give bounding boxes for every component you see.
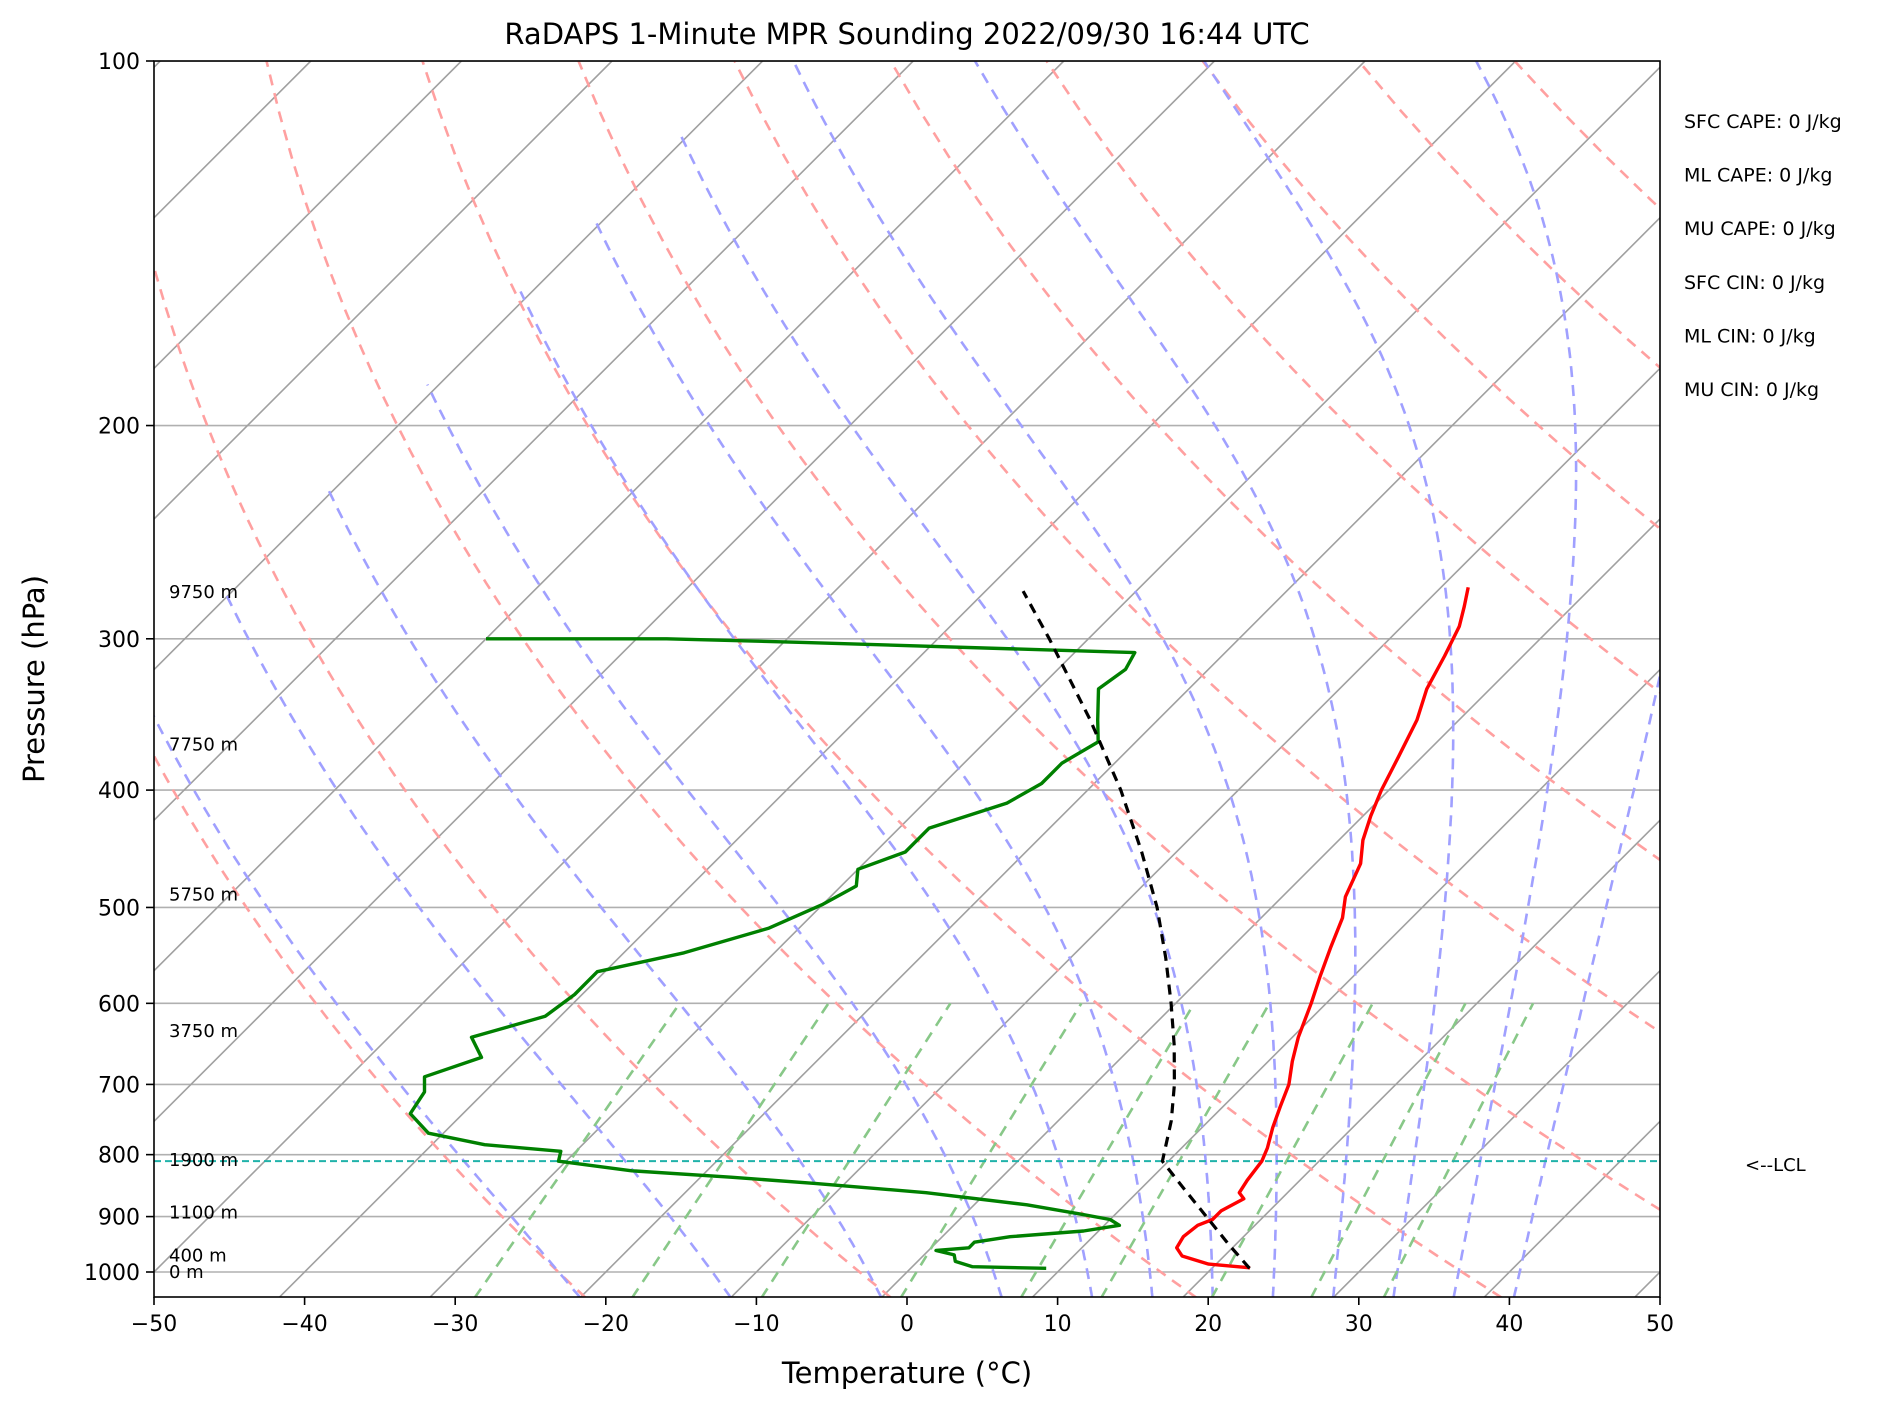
moist-adiabat-18 <box>593 218 1154 1297</box>
isotherm--50 <box>154 61 1366 1274</box>
x-tick-label: 30 <box>1345 1312 1373 1337</box>
mixing-ratio-1 <box>631 1002 830 1297</box>
x-axis-label: Temperature (°C) <box>781 1356 1032 1390</box>
mixing-ratio-7 <box>1019 1002 1196 1297</box>
isotherm--140 <box>0 61 10 1298</box>
height-label: 9750 m <box>169 582 238 603</box>
plot-area <box>0 61 1882 1298</box>
y-axis-label: Pressure (hPa) <box>17 575 51 783</box>
dry-adiabat-290 <box>265 61 1198 1297</box>
isotherm--60 <box>154 61 1215 1123</box>
dry-adiabat-490 <box>1827 61 1882 1298</box>
stability-index: ML CAPE: 0 J/kg <box>1684 165 1832 187</box>
y-tick-label: 700 <box>98 1073 140 1098</box>
stability-index: MU CIN: 0 J/kg <box>1684 379 1819 401</box>
isotherm--20 <box>579 216 1660 1297</box>
mixing-ratio-4 <box>899 1002 1083 1297</box>
height-label: 7750 m <box>169 734 238 755</box>
mixing-ratio-24 <box>1309 1002 1467 1297</box>
moist-adiabat--20 <box>154 713 582 1297</box>
dry-adiabat-410 <box>1201 61 1660 531</box>
x-tick-label: 10 <box>1044 1312 1072 1337</box>
isotherm--10 <box>730 367 1660 1297</box>
series-parcel-path-line <box>1021 590 1251 1270</box>
moist-adiabat-38 <box>1452 61 1578 1297</box>
plot-frame <box>153 60 1661 1298</box>
mixing-ratio-32 <box>1382 1002 1535 1297</box>
isotherm-50 <box>1633 1270 1660 1297</box>
moist-adiabat-8 <box>426 383 1003 1297</box>
isotherm--80 <box>154 61 914 822</box>
x-tick-label: −30 <box>432 1312 478 1337</box>
height-label: 0 m <box>169 1262 204 1283</box>
isotherm--30 <box>429 66 1660 1297</box>
x-tick-label: −10 <box>733 1312 779 1337</box>
isotherm-0 <box>880 517 1660 1297</box>
stability-index: MU CAPE: 0 J/kg <box>1684 218 1836 240</box>
dry-adiabat-430 <box>1357 61 1660 370</box>
mixing-ratio-10 <box>1100 1002 1271 1297</box>
dry-adiabat-470 <box>1671 61 1882 1298</box>
isotherm-60 <box>1785 61 1882 1298</box>
moist-adiabat-0 <box>326 486 883 1297</box>
dry-adiabat-350 <box>733 61 1660 1034</box>
x-tick-label: −20 <box>583 1312 629 1337</box>
y-tick-label: 1000 <box>84 1261 140 1286</box>
moist-adiabat--10 <box>224 592 732 1297</box>
isotherm--90 <box>154 61 764 671</box>
chart-title: RaDAPS 1-Minute MPR Sounding 2022/09/30 … <box>504 17 1309 51</box>
moist-adiabat-26 <box>792 61 1278 1297</box>
dry-adiabat-450 <box>1513 61 1660 211</box>
stability-index: SFC CAPE: 0 J/kg <box>1684 111 1842 133</box>
stability-index: ML CIN: 0 J/kg <box>1684 325 1816 347</box>
isotherm--100 <box>154 61 613 521</box>
moist-adiabat-30 <box>973 61 1357 1297</box>
height-label: 1900 m <box>169 1150 238 1171</box>
x-tick-label: 0 <box>900 1312 914 1337</box>
dry-adiabat-330 <box>577 61 1660 1212</box>
y-tick-label: 400 <box>98 779 140 804</box>
lcl-label: <--LCL <box>1745 1155 1806 1176</box>
stability-index: SFC CIN: 0 J/kg <box>1684 272 1825 294</box>
y-tick-label: 200 <box>98 415 140 440</box>
y-tick-label: 100 <box>98 50 140 75</box>
x-tick-label: 40 <box>1495 1312 1523 1337</box>
mixing-ratio-0.4 <box>473 1002 681 1297</box>
moist-adiabat-42 <box>1512 669 1660 1297</box>
dry-adiabat-270 <box>154 262 892 1297</box>
x-tick-label: 50 <box>1646 1312 1674 1337</box>
dry-adiabat-310 <box>421 61 1503 1297</box>
height-label: 5750 m <box>169 885 238 906</box>
x-tick-label: −40 <box>281 1312 327 1337</box>
height-label: 1100 m <box>169 1202 238 1223</box>
moist-adiabat-22 <box>679 133 1214 1297</box>
mixing-ratio-2 <box>760 1002 952 1297</box>
y-tick-label: 600 <box>98 992 140 1017</box>
x-tick-label: −50 <box>131 1312 177 1337</box>
y-tick-label: 500 <box>98 896 140 921</box>
x-tick-label: 20 <box>1194 1312 1222 1337</box>
isotherm-10 <box>1031 668 1660 1297</box>
y-tick-label: 900 <box>98 1206 140 1231</box>
isotherm-40 <box>1483 1120 1660 1297</box>
isotherm--110 <box>154 61 462 370</box>
moist-adiabat-14 <box>519 290 1094 1297</box>
isotherm--70 <box>154 61 1065 972</box>
isotherm-30 <box>1332 969 1660 1297</box>
isotherm-20 <box>1182 819 1660 1297</box>
series-dewpoint-line <box>408 637 1137 1270</box>
dry-adiabat-250 <box>154 753 587 1297</box>
moist-adiabat-34 <box>1203 61 1455 1297</box>
isotherm--40 <box>278 61 1517 1297</box>
dry-adiabat-370 <box>889 61 1660 862</box>
height-label: 400 m <box>169 1245 227 1266</box>
y-tick-label: 800 <box>98 1144 140 1169</box>
height-label: 3750 m <box>169 1021 238 1042</box>
series-temperature-line <box>1175 586 1470 1270</box>
y-tick-label: 300 <box>98 628 140 653</box>
